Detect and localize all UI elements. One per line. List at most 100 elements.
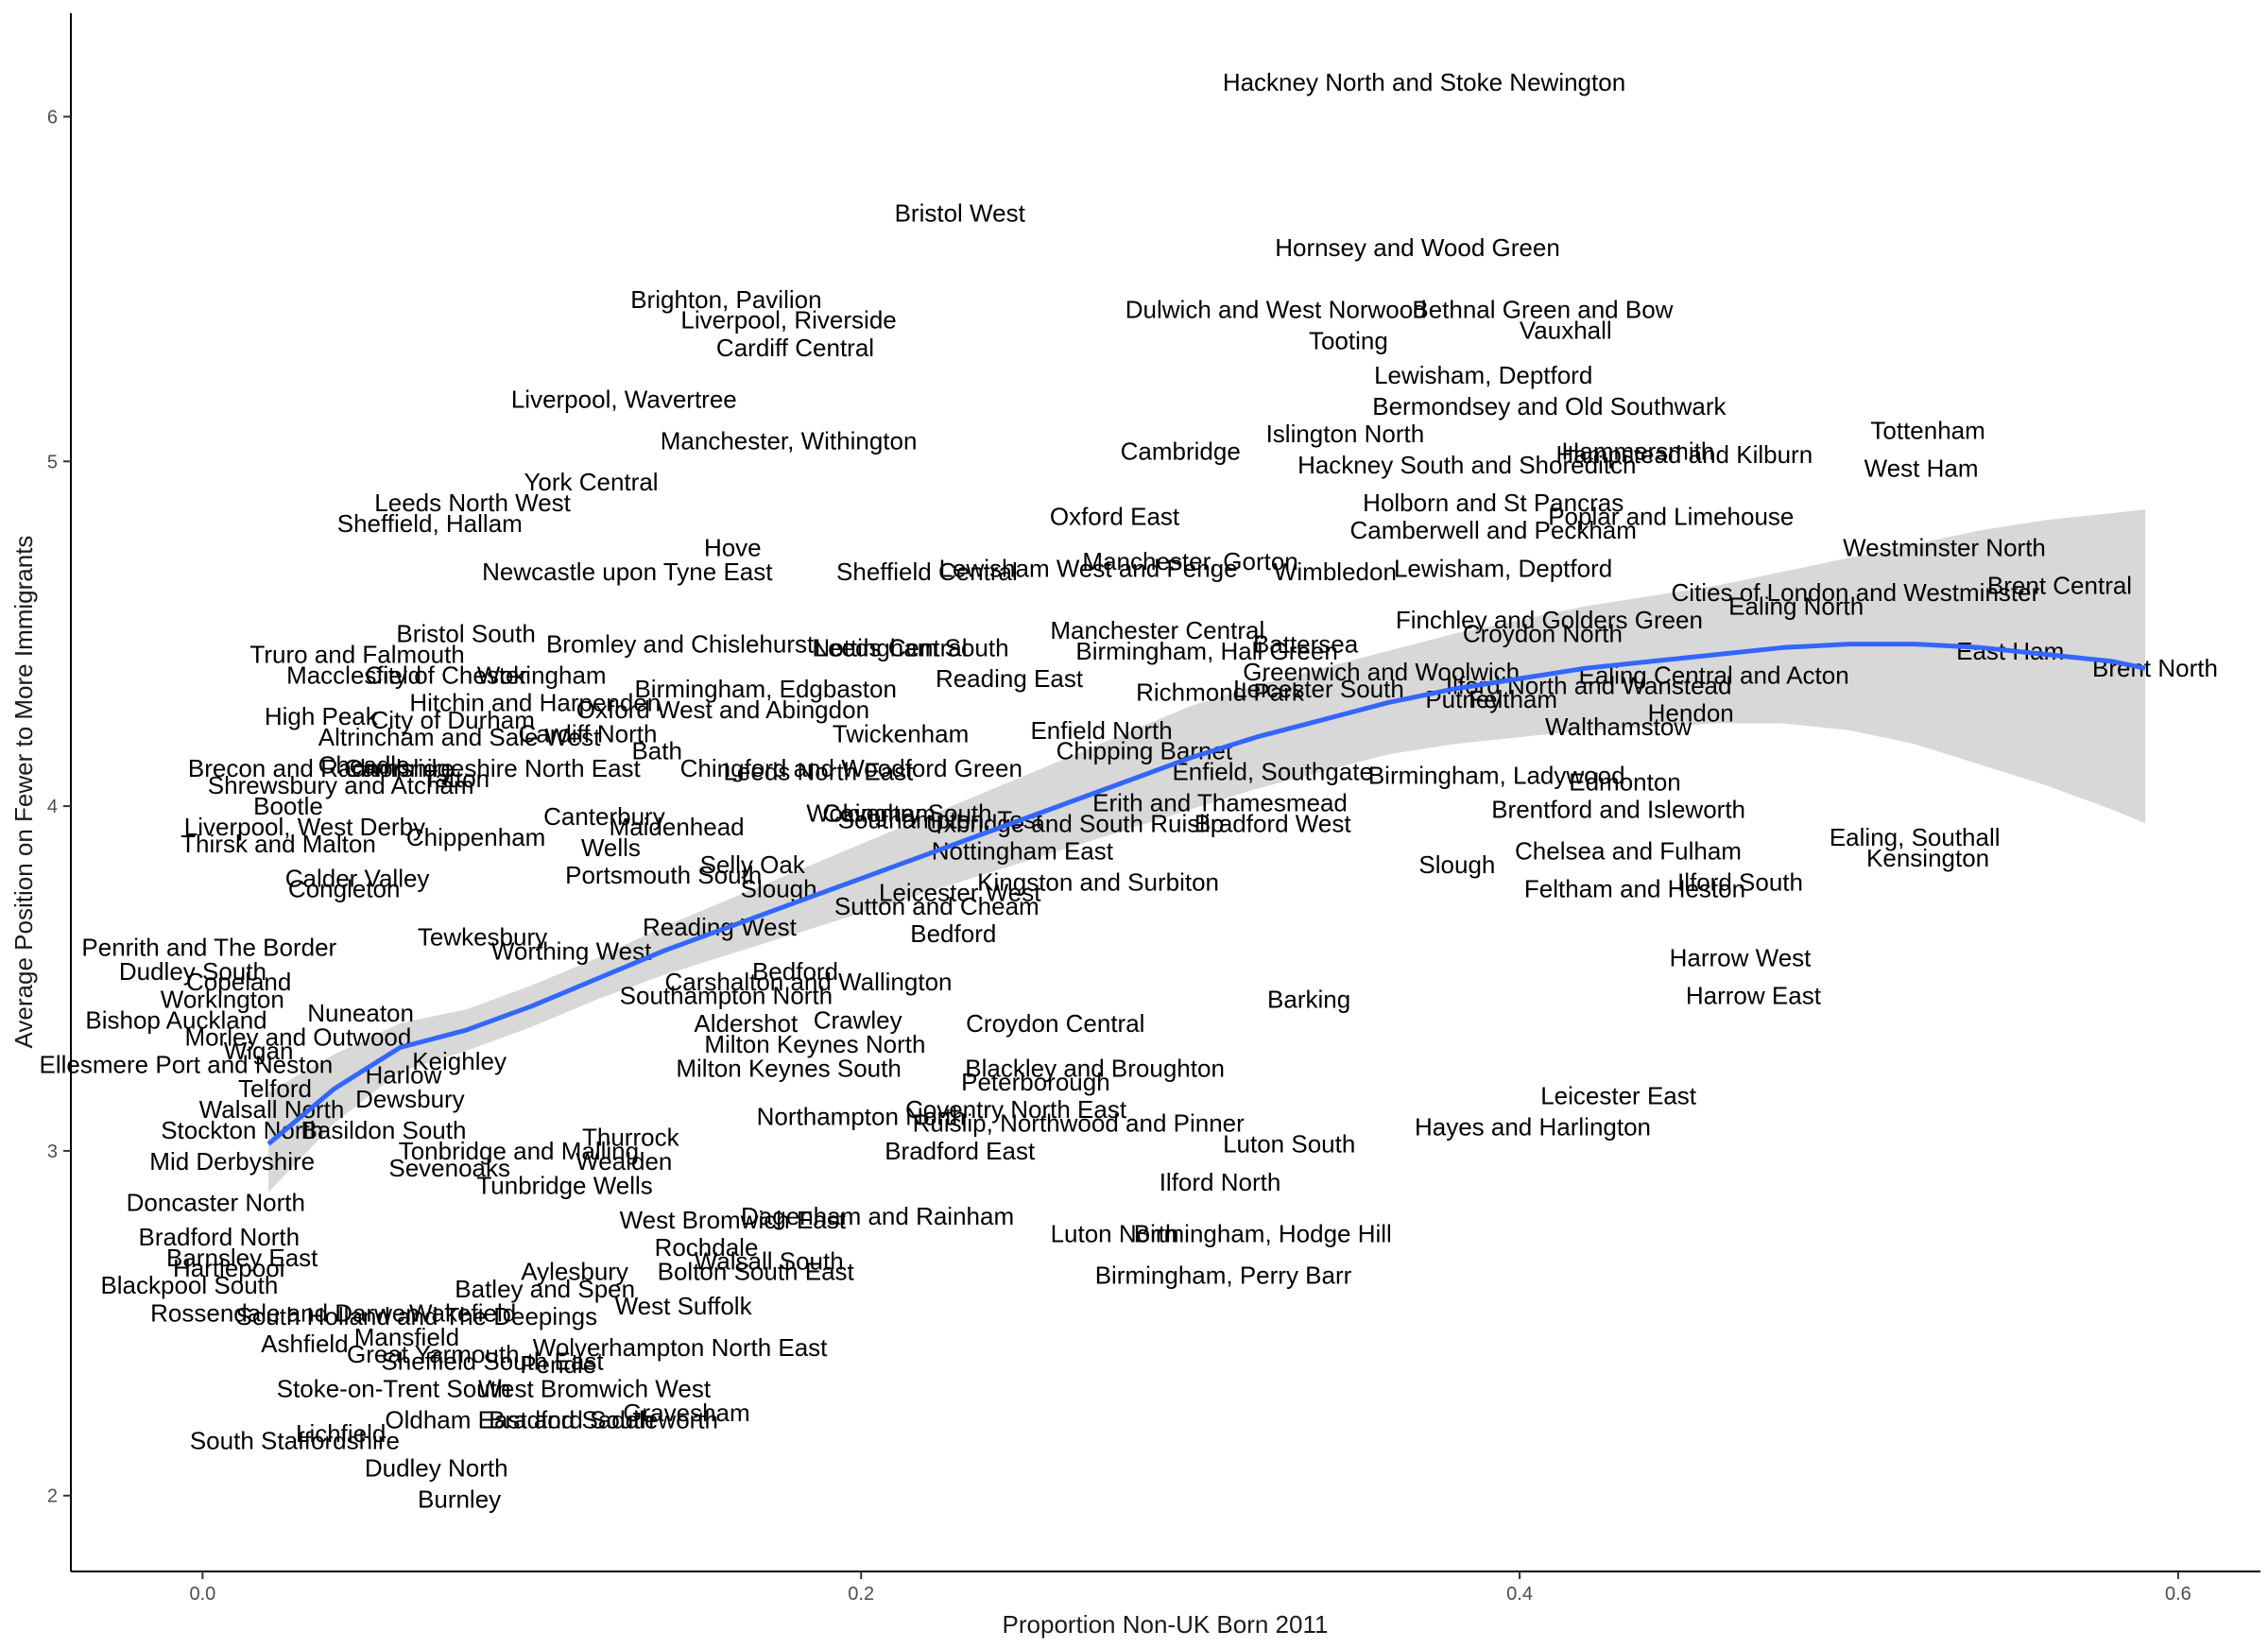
point-label: Kingston and Surbiton [977, 867, 1219, 896]
point-label: Congleton [288, 875, 401, 903]
tick-layer: 0.0 0.2 0.4 0.6 2 3 4 5 6 [47, 107, 2191, 1605]
point-label: Cambridgeshire North East [344, 754, 641, 782]
point-label: Gravesham [623, 1399, 749, 1427]
point-label: Ilford South [1677, 867, 1803, 896]
point-label: Portsmouth South [565, 861, 762, 889]
point-label: Canterbury [543, 802, 665, 831]
point-label: Hendon [1648, 699, 1734, 728]
point-label: Birmingham, Hodge Hill [1134, 1220, 1392, 1248]
point-label: Wakefield [409, 1298, 516, 1327]
point-label: Bootle [253, 792, 323, 820]
point-label: Shrewsbury and Atcham [208, 771, 474, 799]
point-label: Chipping Barnet [1057, 737, 1233, 765]
point-label: Lewisham, Deptford [1374, 361, 1592, 389]
point-label: Southampton North [620, 982, 833, 1010]
point-label: Wells [581, 833, 641, 862]
point-label: Hitchin and Harpenden [409, 689, 661, 717]
point-label: Bradford East [885, 1137, 1036, 1165]
point-label: Kensington [1866, 844, 1989, 872]
point-label: Greenwich and Woolwich [1243, 658, 1520, 686]
confidence-band [268, 509, 2146, 1193]
point-label: Morley and Outwood [184, 1023, 411, 1052]
point-label: Burnley [418, 1485, 501, 1513]
point-label: Croydon North [1463, 620, 1623, 648]
x-tick-label: 0.6 [2165, 1584, 2191, 1605]
point-label: Macclesfield [286, 661, 421, 690]
point-label: Uxbridge and South Ruislip [926, 809, 1224, 837]
point-label: West Suffolk [615, 1292, 753, 1320]
point-label: Brighton, Pavilion [630, 285, 821, 314]
point-label: Hornsey and Wood Green [1275, 233, 1560, 262]
point-label: Enfield North [1030, 716, 1172, 745]
point-label: Erith and Thamesmead [1092, 788, 1348, 816]
point-label: Chippenham [406, 823, 545, 851]
point-label: Tottenham [1870, 416, 1984, 444]
point-label: Wimbledon [1274, 558, 1397, 586]
point-label: Luton South [1223, 1130, 1355, 1159]
point-label: Newcastle upon Tyne East [482, 558, 773, 586]
point-label: Twickenham [833, 720, 970, 748]
point-label: Vauxhall [1520, 317, 1612, 345]
point-label: Sevenoaks [388, 1154, 510, 1182]
point-label: Tewkesbury [418, 923, 547, 952]
point-label: Leeds North East [723, 758, 914, 786]
point-label: Northampton North [757, 1102, 966, 1130]
point-label: Selly Oak [700, 850, 806, 879]
point-label: Cardiff North [519, 720, 658, 748]
point-label: Dagenham and Rainham [741, 1202, 1014, 1230]
point-label: Slough [1418, 850, 1495, 879]
smooth-trend-line [266, 642, 2146, 1146]
point-label: Dewsbury [355, 1085, 465, 1113]
point-label: Hayes and Harlington [1415, 1112, 1651, 1141]
point-label: Chingford and Woodford Green [680, 754, 1022, 782]
point-label: Cities of London and Westminster [1672, 578, 2040, 607]
point-label: Lewisham West and Penge [939, 554, 1238, 582]
point-label: Thirsk and Malton [180, 830, 376, 858]
smooth-line-layer [266, 642, 2146, 1146]
point-label: Bristol West [895, 199, 1026, 228]
point-label: Batley and Spen [455, 1275, 635, 1303]
point-label: Leeds Central [815, 633, 968, 661]
point-label: Feltham [1469, 685, 1557, 713]
y-tick-label: 2 [47, 1486, 58, 1507]
point-label: Telford [238, 1074, 312, 1103]
y-tick-label: 3 [47, 1142, 58, 1162]
point-label: Walsall South [695, 1247, 844, 1276]
point-label: Enfield, Southgate [1172, 758, 1373, 786]
point-label: Richmond Park [1136, 678, 1305, 707]
point-label: Sheffield, Hallam [337, 509, 523, 538]
point-label: Ruislip, Northwood and Pinner [913, 1109, 1246, 1138]
point-label: Penrith and The Border [81, 934, 336, 962]
point-label: Mid Derbyshire [149, 1147, 315, 1176]
point-label: Coventry South [822, 798, 991, 827]
y-tick-label: 4 [47, 797, 58, 817]
point-label: Holborn and St Pancras [1363, 489, 1624, 517]
point-label: South Holland and The Deepings [236, 1302, 598, 1330]
point-label: Liverpool, Riverside [680, 306, 896, 335]
point-label: Birmingham, Ladywood [1368, 761, 1625, 789]
y-tick-label: 6 [47, 107, 58, 128]
point-label: Brecon and Radnorshire [188, 754, 455, 782]
point-label: Dudley South [119, 957, 266, 986]
point-label: Thurrock [582, 1123, 680, 1151]
point-label: Rochdale [655, 1233, 759, 1262]
x-tick-label: 0.4 [1506, 1584, 1533, 1605]
point-label: Dulwich and West Norwood [1125, 296, 1427, 324]
point-label: Leicester East [1540, 1082, 1697, 1110]
point-label: Liverpool, Wavertree [511, 386, 737, 414]
point-label: Wealden [576, 1147, 672, 1176]
point-label: Camberwell and Peckham [1349, 516, 1636, 544]
point-label: Milton Keynes North [704, 1030, 925, 1058]
confidence-ribbon-layer [268, 509, 2146, 1193]
point-label: Reading East [936, 664, 1084, 693]
point-label: Tatton [422, 764, 490, 793]
point-label: Ashfield [261, 1330, 349, 1358]
x-axis-title: Proportion Non-UK Born 2011 [1003, 1610, 1329, 1639]
point-label: Oxford West and Abingdon [576, 695, 869, 724]
point-label: Cambridge [1121, 437, 1241, 465]
point-label: Sheffield South East [381, 1348, 604, 1376]
point-label: Wokingham [806, 798, 936, 827]
point-label: Bristol South [396, 620, 535, 648]
point-label: City of Durham [371, 706, 535, 734]
point-label: Bromley and Chislehurst [546, 630, 815, 659]
